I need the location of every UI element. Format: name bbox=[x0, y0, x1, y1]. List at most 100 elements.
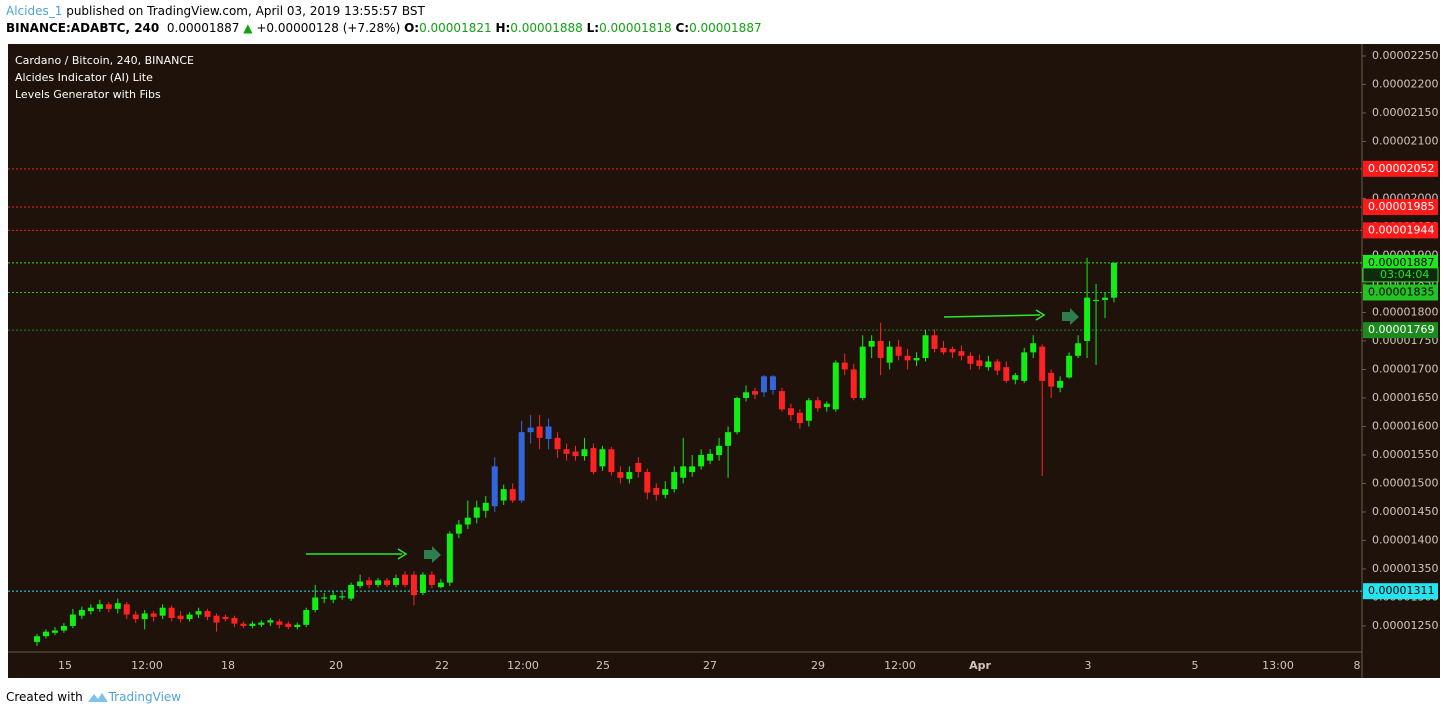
last-price: 0.00001887 bbox=[166, 21, 240, 35]
published: published on TradingView.com, April 03, … bbox=[66, 4, 425, 18]
candle-body bbox=[437, 582, 444, 588]
level-label: 0.00001887 bbox=[1368, 256, 1434, 269]
candle-body bbox=[141, 613, 148, 620]
tv-logo bbox=[87, 693, 108, 702]
time-axis: 15 12:00 18 20 22 12:00 25 27 29 12:00 Apr 3 5 13:00 8 bbox=[58, 659, 1361, 672]
header-line-2: BINANCE:ADABTC, 240 0.00001887 ▲ +0.0000… bbox=[6, 21, 762, 35]
legend-item: Cardano / Bitcoin, 240, BINANCE bbox=[15, 54, 194, 67]
symbol: BINANCE:ADABTC, 240 bbox=[6, 21, 160, 35]
y-tick-label: 0.00001600 bbox=[1372, 419, 1438, 432]
signal-arrow bbox=[424, 546, 441, 563]
footer-brand[interactable]: TradingView bbox=[108, 690, 182, 704]
candle-body bbox=[132, 614, 139, 620]
candle-body bbox=[473, 507, 480, 518]
candle-body bbox=[114, 603, 121, 609]
x-tick-label: Apr bbox=[969, 659, 991, 672]
candle-body bbox=[698, 454, 705, 467]
candle-body bbox=[509, 489, 516, 501]
level-badge bbox=[1363, 254, 1438, 271]
candle-body bbox=[886, 346, 893, 363]
low: 0.00001818 bbox=[599, 21, 672, 35]
candle-body bbox=[635, 462, 642, 473]
candle-body bbox=[823, 403, 830, 408]
author[interactable]: Alcides_1 bbox=[6, 4, 63, 18]
candle-body bbox=[725, 432, 732, 446]
y-tick-label: 0.00002200 bbox=[1372, 77, 1438, 90]
candle-body bbox=[231, 617, 238, 624]
level-label: 0.00002052 bbox=[1368, 162, 1434, 175]
candle-body bbox=[42, 631, 49, 637]
candle-body bbox=[312, 597, 319, 610]
candle-body bbox=[1084, 297, 1091, 341]
candle-body bbox=[321, 597, 328, 599]
candle-body bbox=[859, 346, 866, 398]
x-tick-label: 3 bbox=[1085, 659, 1092, 672]
candle-body bbox=[1102, 297, 1109, 300]
candle-body bbox=[904, 355, 911, 361]
x-tick-label: 12:00 bbox=[507, 659, 539, 672]
candle-body bbox=[491, 466, 498, 507]
level-badge bbox=[1363, 583, 1438, 600]
level-label: 0.00001311 bbox=[1368, 584, 1434, 597]
y-tick-label: 0.00001650 bbox=[1372, 391, 1438, 404]
candle-body bbox=[590, 448, 597, 473]
candle-body bbox=[868, 340, 875, 347]
y-tick-label: 0.00001450 bbox=[1372, 505, 1438, 518]
candle-body bbox=[123, 604, 130, 615]
candle-body bbox=[545, 426, 552, 439]
y-tick-label: 0.00001500 bbox=[1372, 476, 1438, 489]
close: 0.00001887 bbox=[689, 21, 762, 35]
y-tick-label: 0.00002100 bbox=[1372, 134, 1438, 147]
candle-body bbox=[34, 636, 40, 642]
y-tick-label: 0.00001700 bbox=[1372, 362, 1438, 375]
candle-body bbox=[680, 466, 687, 478]
x-tick-label: 15 bbox=[58, 659, 72, 672]
candle-body bbox=[752, 391, 758, 395]
candle-body bbox=[662, 489, 669, 495]
signal-arrow bbox=[1062, 308, 1079, 325]
x-tick-label: 27 bbox=[703, 659, 717, 672]
x-tick-label: 8 bbox=[1354, 659, 1361, 672]
candle-body bbox=[375, 580, 382, 585]
candle-body bbox=[572, 451, 579, 457]
candle-body bbox=[922, 335, 929, 359]
candle-body bbox=[339, 596, 346, 598]
candle-body bbox=[78, 609, 85, 616]
low-label: L: bbox=[586, 21, 600, 35]
candle-body bbox=[186, 614, 193, 620]
level-label: 0.00001985 bbox=[1368, 200, 1434, 213]
candle-body bbox=[518, 432, 525, 501]
candle-body bbox=[743, 392, 750, 398]
candle-body bbox=[877, 340, 884, 359]
candle-body bbox=[931, 335, 938, 349]
y-tick-label: 0.00001800 bbox=[1372, 305, 1438, 318]
candle-body bbox=[653, 488, 660, 495]
candle-body bbox=[707, 453, 714, 461]
candle-body bbox=[204, 611, 211, 617]
candle-body bbox=[446, 533, 453, 583]
candle-body bbox=[195, 611, 202, 615]
candle-body bbox=[366, 580, 373, 585]
candle-body bbox=[69, 614, 76, 626]
candle-body bbox=[994, 361, 1001, 371]
candle-body bbox=[401, 574, 408, 585]
candle-body bbox=[330, 595, 337, 600]
candles bbox=[34, 257, 1117, 646]
annotations bbox=[306, 308, 1079, 563]
y-tick-label: 0.00001400 bbox=[1372, 533, 1438, 546]
arrow-line bbox=[943, 314, 1041, 318]
up-icon: ▲ bbox=[243, 21, 253, 35]
candle-body bbox=[581, 449, 588, 457]
y-tick-label: 0.00002150 bbox=[1372, 106, 1438, 119]
legend-item: Alcides Indicator (AI) Lite bbox=[15, 71, 153, 84]
countdown: 03:04:04 bbox=[1380, 268, 1429, 281]
candle-body bbox=[617, 472, 624, 478]
open-label: O: bbox=[404, 21, 420, 35]
candle-body bbox=[958, 351, 965, 356]
candle-body bbox=[841, 362, 848, 370]
countdown-badge bbox=[1362, 267, 1439, 283]
candle-body bbox=[150, 613, 157, 617]
candle-body bbox=[554, 437, 561, 450]
arrow-head bbox=[397, 548, 408, 560]
